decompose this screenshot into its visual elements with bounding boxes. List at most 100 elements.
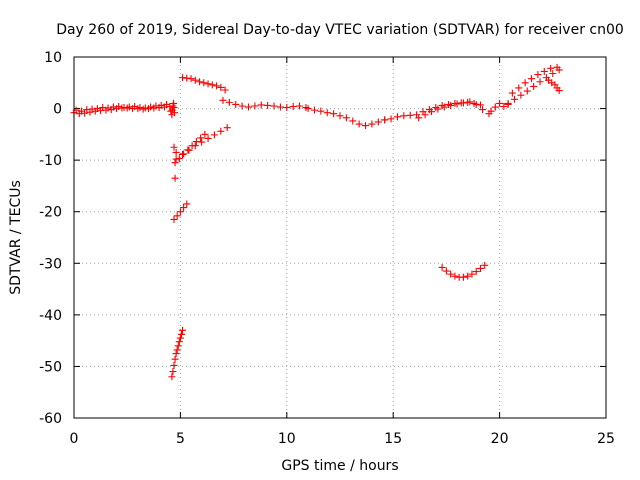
x-axis-title: GPS time / hours — [281, 458, 398, 474]
data-point — [466, 98, 474, 106]
series-main-track-2 — [72, 100, 171, 115]
data-point — [175, 338, 183, 346]
data-point — [447, 101, 455, 109]
y-axis-title: SDTVAR / TECUs — [8, 180, 24, 295]
data-point — [289, 103, 297, 111]
data-point — [381, 116, 389, 124]
data-point — [336, 112, 344, 120]
data-point — [400, 112, 408, 120]
y-tick-label: -40 — [39, 308, 62, 324]
y-tick-labels: 10 0 -10 -20 -30 -40 -50 -60 — [39, 50, 62, 427]
y-tick-label: -20 — [39, 205, 62, 221]
data-point — [421, 111, 429, 119]
data-point — [549, 70, 557, 78]
data-point — [179, 150, 187, 158]
data-point — [459, 273, 467, 281]
data-point — [213, 82, 221, 90]
data-point — [179, 326, 187, 334]
y-tick-label: 0 — [53, 102, 62, 118]
y-tick-label: -60 — [39, 411, 62, 427]
data-point — [317, 107, 325, 115]
series-end-rise-3 — [545, 76, 563, 95]
data-point — [534, 71, 542, 79]
data-point — [177, 330, 185, 338]
y-tick-label: -10 — [39, 153, 62, 169]
data-point — [374, 118, 382, 126]
data-point — [219, 96, 227, 104]
data-point — [171, 159, 179, 167]
data-point — [257, 101, 265, 109]
data-point — [204, 134, 212, 142]
data-point — [221, 86, 229, 94]
data-point — [180, 204, 188, 212]
data-point — [496, 99, 504, 107]
data-point — [504, 99, 512, 107]
data-point — [204, 80, 212, 88]
data-point — [170, 215, 178, 223]
data-point — [169, 368, 177, 376]
x-tick-label: 25 — [597, 431, 615, 447]
data-point — [310, 106, 318, 114]
data-point — [464, 272, 472, 280]
data-point — [472, 100, 480, 108]
data-point — [530, 82, 538, 90]
data-point — [283, 104, 291, 112]
data-point — [442, 267, 450, 275]
data-point — [540, 67, 548, 75]
y-tick-label: 10 — [44, 50, 62, 66]
x-tick-label: 5 — [176, 431, 185, 447]
grid-lines — [74, 57, 606, 418]
data-point — [201, 130, 209, 138]
data-point — [170, 143, 178, 151]
data-point — [77, 107, 85, 115]
data-point — [342, 114, 350, 122]
data-point — [438, 263, 446, 271]
data-point — [440, 103, 448, 111]
series-isolated-points — [170, 143, 180, 182]
data-point — [434, 105, 442, 113]
data-point — [163, 100, 171, 108]
series-steep-arc — [168, 326, 187, 381]
data-point — [355, 120, 363, 128]
data-point — [200, 79, 208, 87]
data-point — [428, 108, 436, 116]
data-point — [223, 124, 231, 132]
series-parallel-track — [415, 98, 493, 122]
data-point — [264, 101, 272, 109]
data-point — [217, 127, 225, 135]
data-point — [553, 63, 561, 71]
data-point — [172, 148, 180, 156]
data-point — [168, 373, 176, 381]
data-point — [523, 87, 531, 95]
data-point — [406, 111, 414, 119]
x-tick-labels: 0 5 10 15 20 25 — [70, 431, 615, 447]
series-arc-at-20 — [170, 200, 191, 223]
data-point — [415, 114, 423, 122]
data-point — [176, 334, 184, 342]
data-point — [171, 174, 179, 182]
data-point — [172, 155, 180, 163]
data-point — [276, 103, 284, 111]
data-point — [183, 200, 191, 208]
data-point — [447, 270, 455, 278]
data-point — [387, 115, 395, 123]
data-point — [131, 103, 139, 111]
data-point — [170, 361, 178, 369]
data-point — [476, 264, 484, 272]
data-point — [191, 76, 199, 84]
data-point — [196, 78, 204, 86]
data-point — [500, 103, 508, 111]
data-point — [349, 117, 357, 125]
data-point — [368, 120, 376, 128]
data-point — [173, 346, 181, 354]
data-point — [459, 99, 467, 107]
data-point — [251, 102, 259, 110]
series-lower-arc-2 — [172, 124, 231, 163]
data-point — [362, 122, 370, 130]
data-point — [547, 64, 555, 72]
data-point — [515, 84, 523, 92]
data-point — [141, 104, 149, 112]
data-point — [174, 342, 182, 350]
data-point — [210, 131, 218, 139]
